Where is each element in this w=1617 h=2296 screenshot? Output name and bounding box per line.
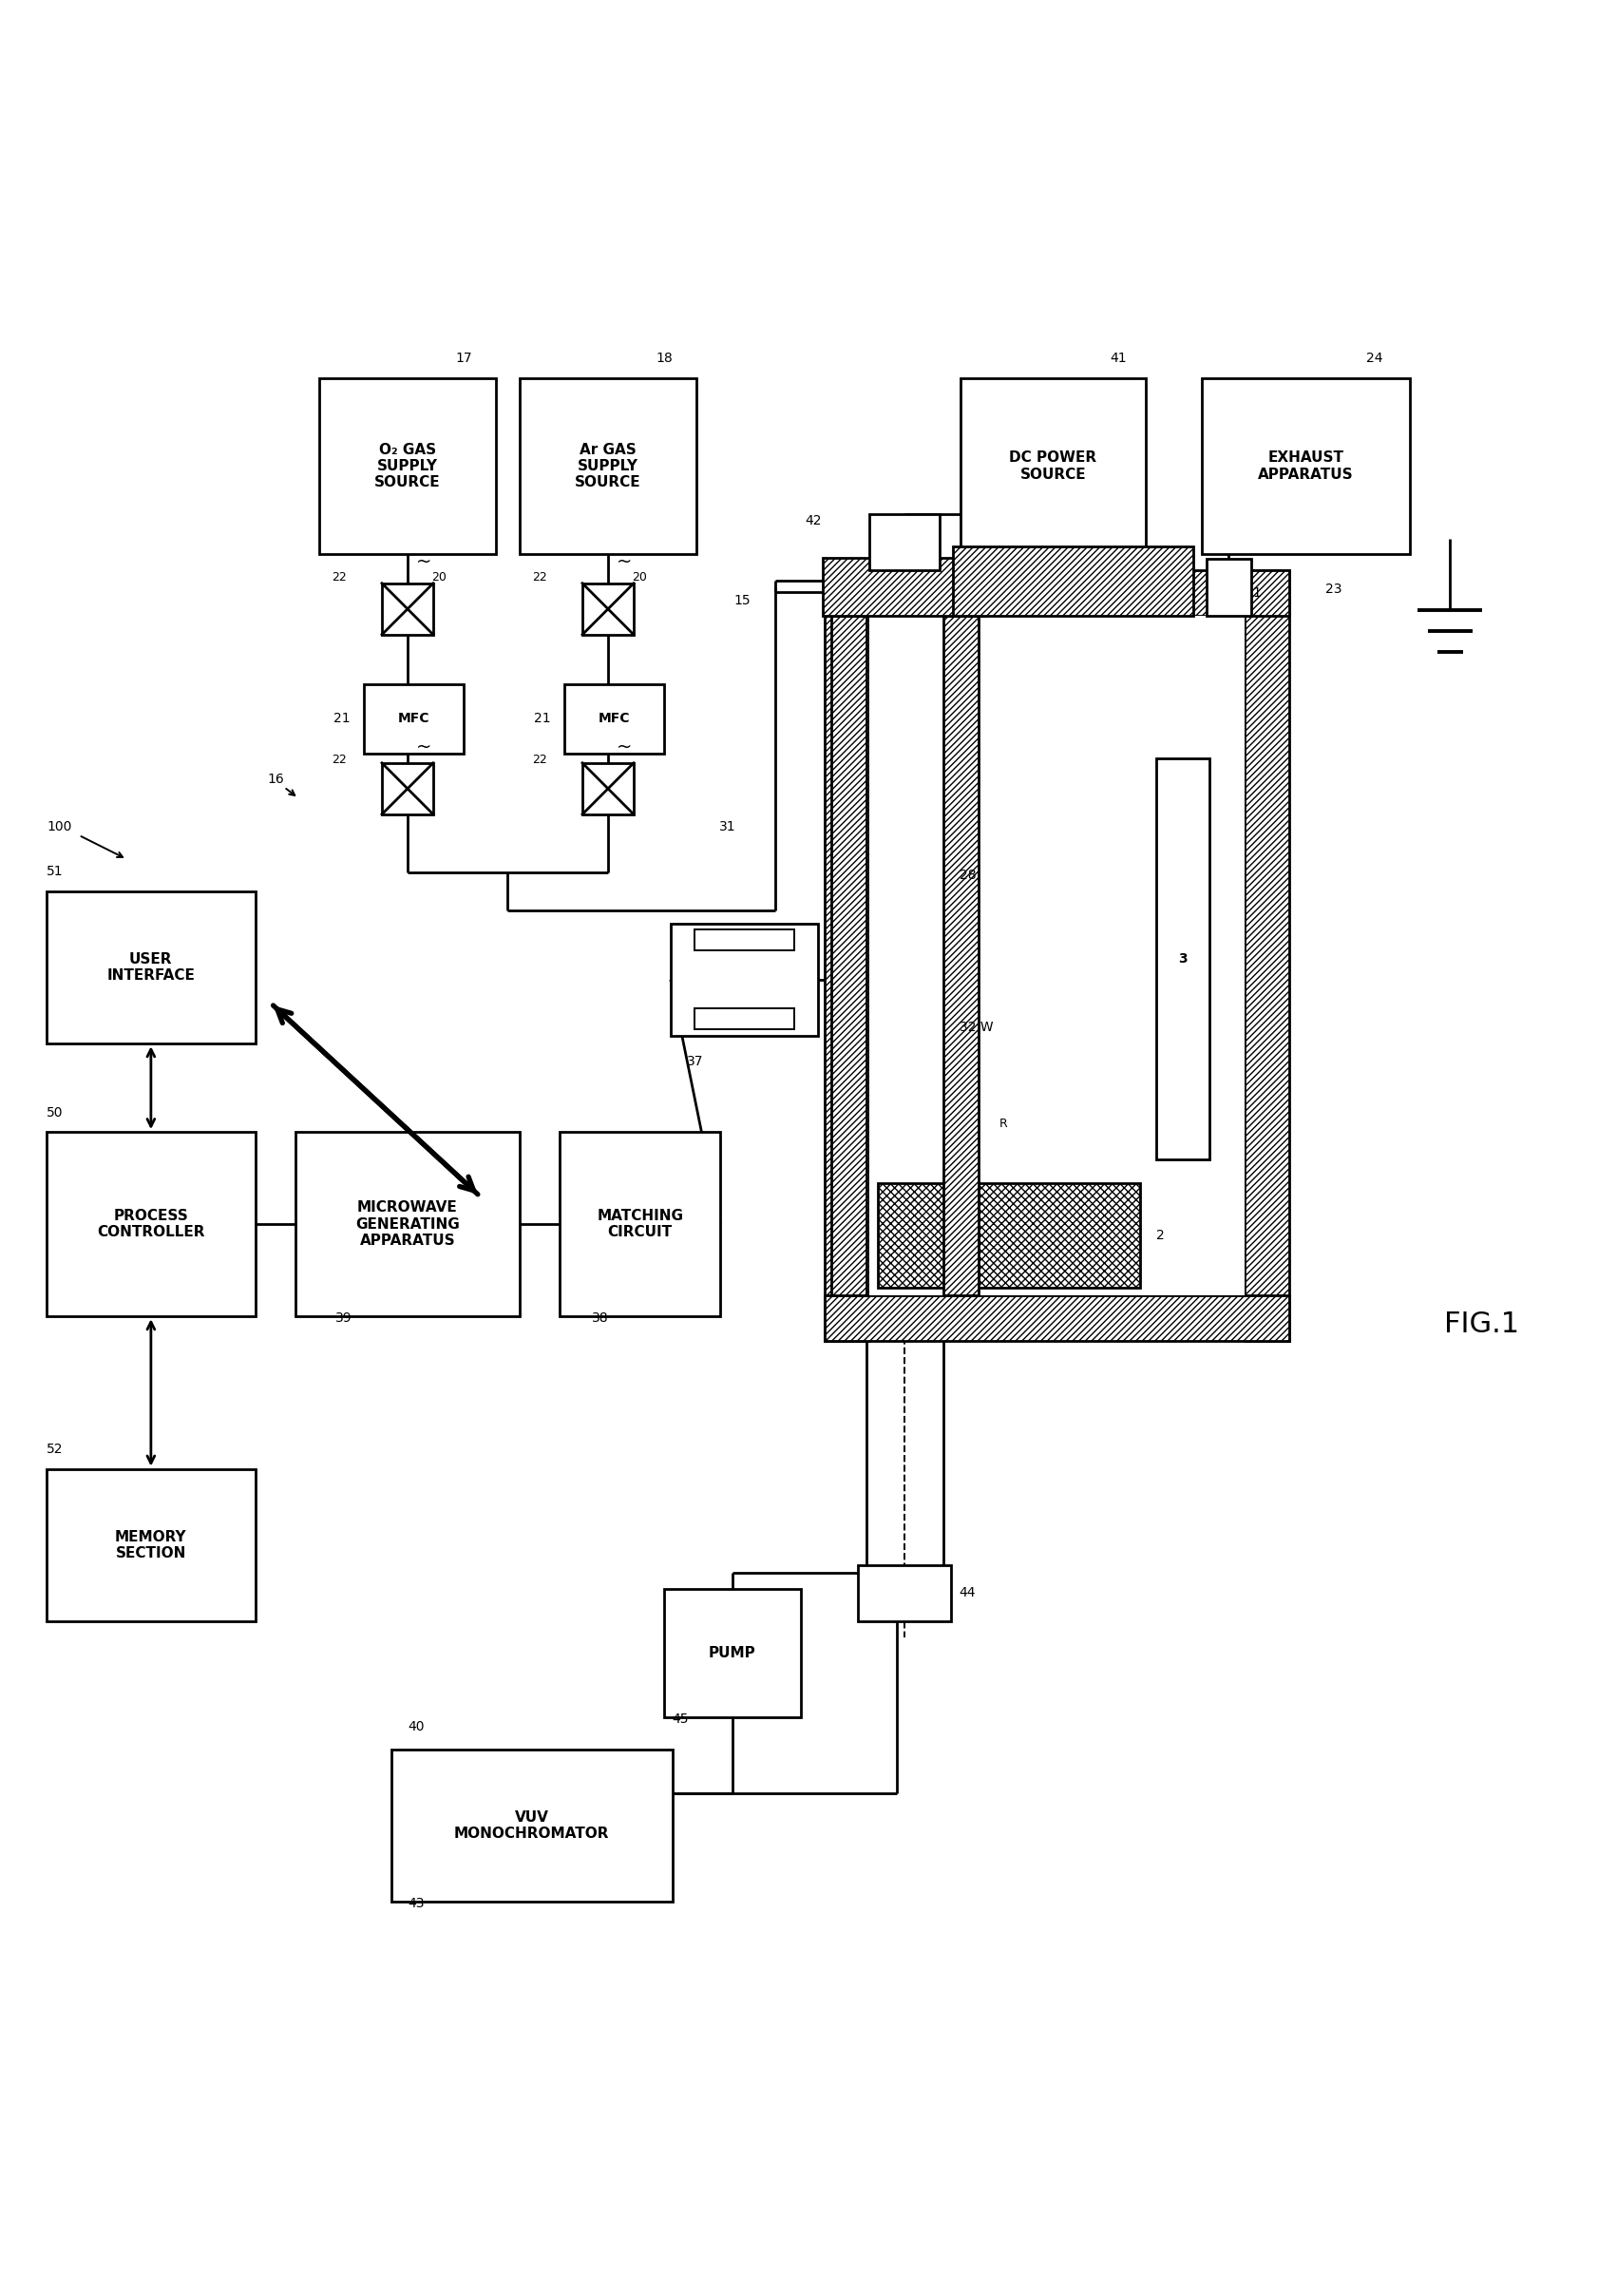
Text: 20: 20	[432, 572, 446, 583]
Text: MFC: MFC	[398, 712, 430, 726]
Bar	[582, 583, 634, 634]
Text: 42: 42	[805, 514, 821, 528]
Bar	[831, 615, 867, 1295]
Text: O₂ GAS
SUPPLY
SOURCE: O₂ GAS SUPPLY SOURCE	[375, 443, 440, 489]
Text: 51: 51	[47, 866, 63, 879]
Bar	[382, 583, 433, 634]
Text: PUMP: PUMP	[708, 1646, 757, 1660]
Text: R: R	[999, 1118, 1007, 1130]
Bar	[825, 1295, 1290, 1341]
Text: 44: 44	[959, 1587, 977, 1600]
Text: 40: 40	[407, 1720, 424, 1733]
Bar	[519, 379, 697, 553]
Text: EXHAUST
APPARATUS: EXHAUST APPARATUS	[1258, 450, 1353, 482]
Text: DC POWER
SOURCE: DC POWER SOURCE	[1009, 450, 1096, 482]
Text: MEMORY
SECTION: MEMORY SECTION	[115, 1529, 188, 1561]
Bar	[943, 615, 978, 1295]
Text: ~: ~	[416, 739, 432, 758]
Bar	[559, 1132, 720, 1316]
Text: 3: 3	[1179, 953, 1187, 964]
Text: 21: 21	[534, 712, 550, 726]
Text: FIG.1: FIG.1	[1444, 1311, 1520, 1339]
Text: 37: 37	[687, 1054, 703, 1068]
Bar	[582, 762, 634, 815]
Bar	[1245, 569, 1290, 1341]
Bar	[364, 684, 464, 753]
Text: Ar GAS
SUPPLY
SOURCE: Ar GAS SUPPLY SOURCE	[576, 443, 640, 489]
Text: 22: 22	[331, 572, 346, 583]
Text: USER
INTERFACE: USER INTERFACE	[107, 953, 196, 983]
Bar	[867, 712, 943, 1279]
Text: 23: 23	[1324, 583, 1342, 597]
Bar	[296, 1132, 519, 1316]
Bar	[859, 1566, 951, 1621]
Bar	[952, 546, 1193, 615]
Bar	[870, 615, 1245, 1295]
Text: 16: 16	[267, 771, 285, 785]
Text: 17: 17	[456, 351, 472, 365]
Text: 100: 100	[47, 820, 71, 833]
Text: 41: 41	[1109, 351, 1127, 365]
Bar	[960, 379, 1145, 553]
Bar	[665, 1589, 800, 1717]
Text: ~: ~	[616, 553, 632, 569]
Text: 45: 45	[673, 1713, 689, 1727]
Text: 18: 18	[657, 351, 673, 365]
Text: 15: 15	[734, 595, 750, 608]
Text: 1: 1	[1253, 585, 1261, 599]
Text: 50: 50	[47, 1107, 63, 1118]
Text: 22: 22	[532, 753, 547, 767]
Text: 31: 31	[718, 820, 736, 833]
Text: 52: 52	[47, 1442, 63, 1456]
Text: ~: ~	[616, 739, 632, 758]
Text: 20: 20	[632, 572, 647, 583]
Bar	[47, 1469, 255, 1621]
Text: 39: 39	[335, 1311, 353, 1325]
Text: 22: 22	[331, 753, 346, 767]
Bar	[870, 514, 939, 569]
Bar	[1201, 379, 1410, 553]
Text: VUV
MONOCHROMATOR: VUV MONOCHROMATOR	[454, 1812, 610, 1841]
Bar	[671, 923, 818, 1035]
Bar	[825, 569, 870, 1341]
Text: 21: 21	[333, 712, 349, 726]
Text: 22: 22	[532, 572, 547, 583]
Text: MATCHING
CIRCUIT: MATCHING CIRCUIT	[597, 1208, 684, 1240]
Text: 38: 38	[592, 1311, 608, 1325]
Text: 28: 28	[959, 868, 977, 882]
Text: PROCESS
CONTROLLER: PROCESS CONTROLLER	[97, 1208, 205, 1240]
Text: 24: 24	[1366, 351, 1383, 365]
Text: MICROWAVE
GENERATING
APPARATUS: MICROWAVE GENERATING APPARATUS	[356, 1201, 459, 1247]
Bar	[1206, 560, 1252, 615]
Bar	[823, 558, 986, 615]
Bar	[878, 1182, 1140, 1288]
Bar	[47, 891, 255, 1045]
Bar	[1156, 758, 1210, 1159]
Bar	[319, 379, 496, 553]
Text: 2: 2	[1156, 1228, 1164, 1242]
Bar	[382, 762, 433, 815]
Text: MFC: MFC	[598, 712, 631, 726]
Bar	[695, 1008, 794, 1029]
Bar	[47, 1132, 255, 1316]
Text: 43: 43	[407, 1896, 424, 1910]
Bar	[695, 930, 794, 951]
Bar	[564, 684, 665, 753]
Bar	[825, 569, 1290, 615]
Text: ~: ~	[416, 553, 432, 569]
Bar	[391, 1750, 673, 1901]
Text: 32 W: 32 W	[959, 1022, 993, 1033]
